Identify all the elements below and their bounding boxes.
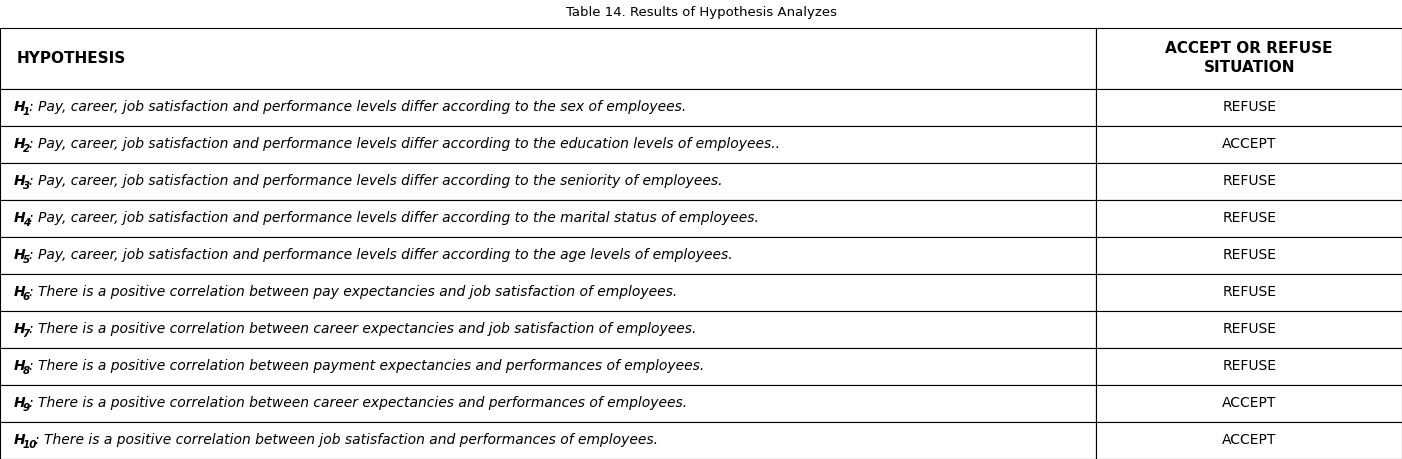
Bar [0,162,1096,200]
Text: : There is a positive correlation between payment expectancies and performances : : There is a positive correlation betwee… [29,359,704,373]
Bar [1096,162,1402,200]
Text: REFUSE: REFUSE [1223,322,1276,336]
Text: REFUSE: REFUSE [1223,211,1276,225]
Text: H: H [14,174,25,188]
Text: H: H [14,100,25,114]
Text: REFUSE: REFUSE [1223,174,1276,188]
Bar [0,348,1096,385]
Bar [1096,385,1402,422]
Text: H: H [14,285,25,299]
Text: : There is a positive correlation between career expectancies and job satisfacti: : There is a positive correlation betwee… [29,322,697,336]
Text: H: H [14,433,25,448]
Text: : Pay, career, job satisfaction and performance levels differ according to the s: : Pay, career, job satisfaction and perf… [29,100,687,114]
Bar [1096,311,1402,348]
Text: ACCEPT: ACCEPT [1223,397,1276,410]
Text: 10: 10 [22,440,36,450]
Text: ACCEPT OR REFUSE
SITUATION: ACCEPT OR REFUSE SITUATION [1165,41,1333,75]
Text: 8: 8 [22,366,29,376]
Text: : Pay, career, job satisfaction and performance levels differ according to the s: : Pay, career, job satisfaction and perf… [29,174,722,188]
Text: ACCEPT: ACCEPT [1223,433,1276,448]
Text: 9: 9 [22,403,29,413]
Text: REFUSE: REFUSE [1223,285,1276,299]
Text: : Pay, career, job satisfaction and performance levels differ according to the m: : Pay, career, job satisfaction and perf… [29,211,758,225]
Text: H: H [14,397,25,410]
Text: 4: 4 [22,218,29,228]
Bar [1096,28,1402,89]
Bar [0,200,1096,237]
Text: H: H [14,248,25,262]
Bar [1096,274,1402,311]
Text: ACCEPT: ACCEPT [1223,137,1276,151]
Bar [0,274,1096,311]
Bar [1096,237,1402,274]
Text: H: H [14,137,25,151]
Text: 5: 5 [22,255,29,265]
Bar [0,126,1096,162]
Text: : There is a positive correlation between career expectancies and performances o: : There is a positive correlation betwee… [29,397,687,410]
Text: 2: 2 [22,144,29,154]
Bar [0,422,1096,459]
Text: : There is a positive correlation between job satisfaction and performances of e: : There is a positive correlation betwee… [35,433,658,448]
Bar [0,385,1096,422]
Bar [0,311,1096,348]
Bar [1096,126,1402,162]
Text: 7: 7 [22,329,29,339]
Text: H: H [14,322,25,336]
Bar [0,89,1096,126]
Text: : There is a positive correlation between pay expectancies and job satisfaction : : There is a positive correlation betwee… [29,285,677,299]
Text: H: H [14,359,25,373]
Text: 1: 1 [22,107,29,117]
Bar [1096,348,1402,385]
Bar [1096,422,1402,459]
Text: REFUSE: REFUSE [1223,248,1276,262]
Text: H: H [14,211,25,225]
Text: 6: 6 [22,292,29,302]
Text: 3: 3 [22,181,29,191]
Text: REFUSE: REFUSE [1223,100,1276,114]
Text: HYPOTHESIS: HYPOTHESIS [17,50,126,66]
Text: Table 14. Results of Hypothesis Analyzes: Table 14. Results of Hypothesis Analyzes [565,6,837,19]
Text: REFUSE: REFUSE [1223,359,1276,373]
Text: : Pay, career, job satisfaction and performance levels differ according to the a: : Pay, career, job satisfaction and perf… [29,248,733,262]
Bar [1096,200,1402,237]
Bar [0,237,1096,274]
Bar [0,28,1096,89]
Text: : Pay, career, job satisfaction and performance levels differ according to the e: : Pay, career, job satisfaction and perf… [29,137,780,151]
Bar [1096,89,1402,126]
